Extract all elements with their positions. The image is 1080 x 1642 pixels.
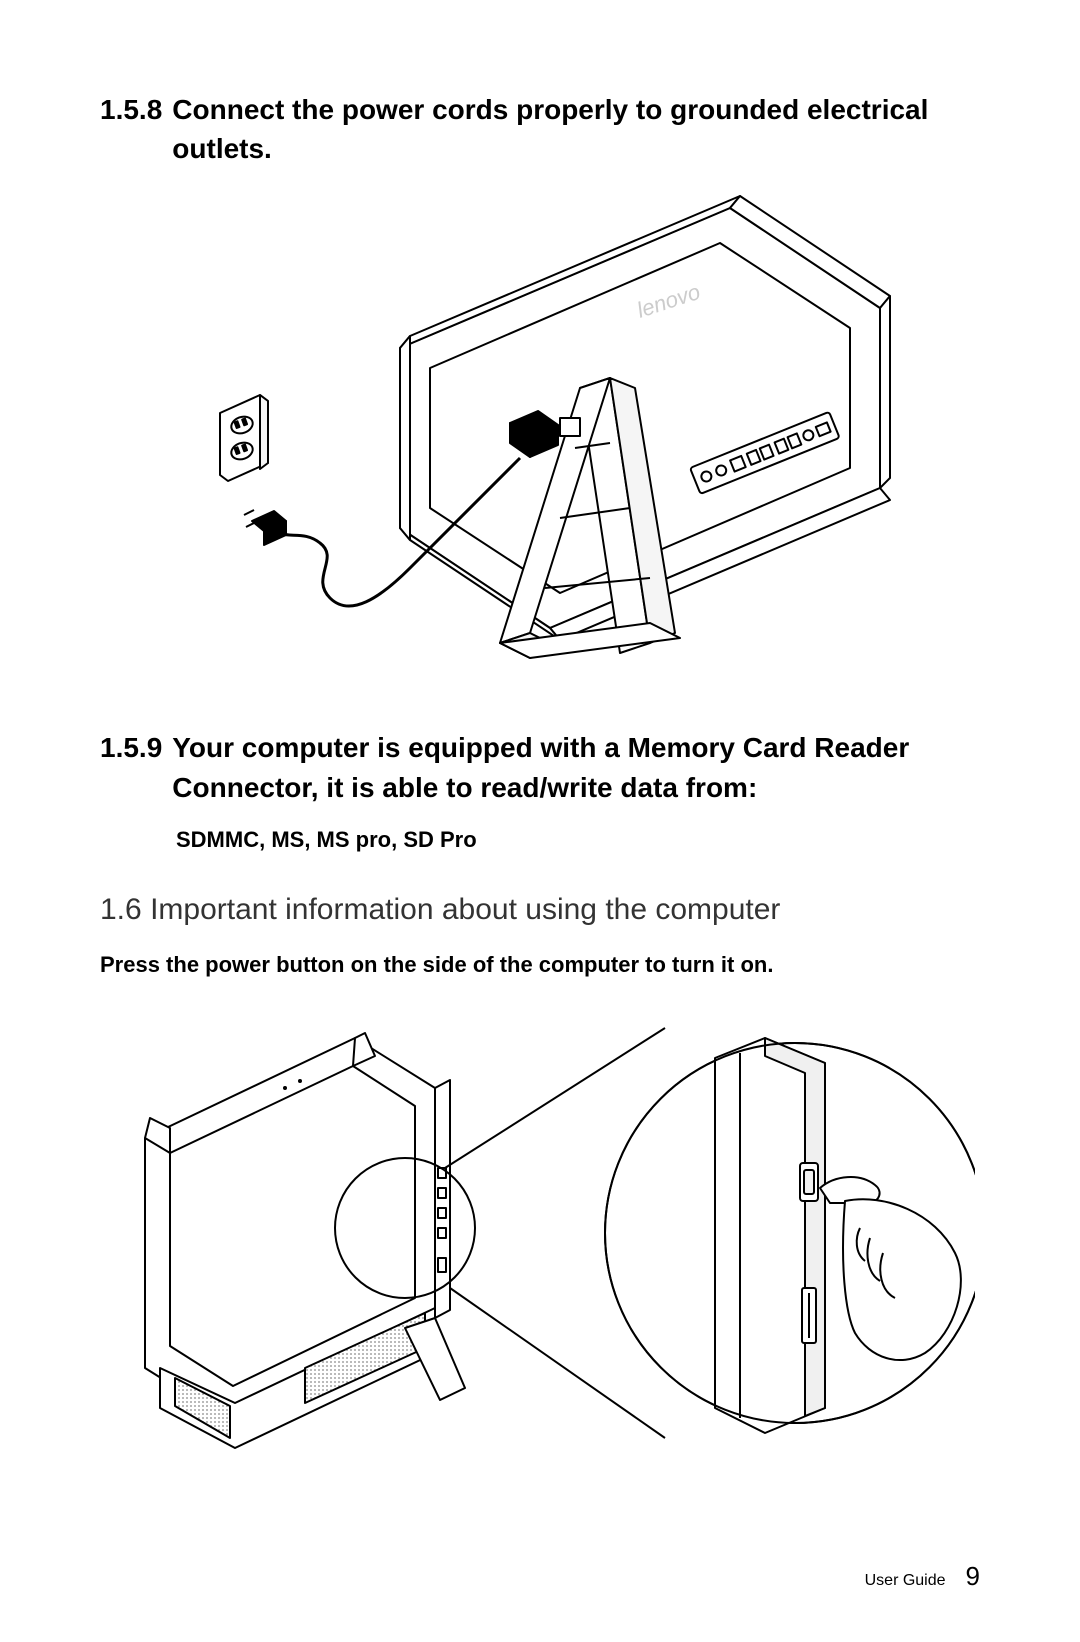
figure-power-cord: lenovo <box>100 188 980 688</box>
card-types: SDMMC, MS, MS pro, SD Pro <box>176 827 980 853</box>
power-button-diagram-svg <box>105 1008 975 1468</box>
heading-159-text: Your computer is equipped with a Memory … <box>172 728 980 806</box>
page-footer: User Guide 9 <box>865 1561 980 1592</box>
heading-158-text: Connect the power cords properly to grou… <box>172 90 980 168</box>
heading-16-text: Important information about using the co… <box>150 893 780 926</box>
heading-159-number: 1.5.9 <box>100 728 162 806</box>
heading-16-number: 1.6 <box>100 893 142 926</box>
heading-158: 1.5.8 Connect the power cords properly t… <box>100 90 980 168</box>
power-cord-diagram-svg: lenovo <box>180 188 900 688</box>
footer-label: User Guide <box>865 1572 946 1590</box>
power-instruction: Press the power button on the side of th… <box>100 952 980 978</box>
heading-158-number: 1.5.8 <box>100 90 162 168</box>
footer-page-number: 9 <box>966 1561 980 1592</box>
heading-16: 1.6 Important information about using th… <box>100 893 980 927</box>
figure-power-button <box>100 1008 980 1468</box>
heading-159: 1.5.9 Your computer is equipped with a M… <box>100 728 980 806</box>
